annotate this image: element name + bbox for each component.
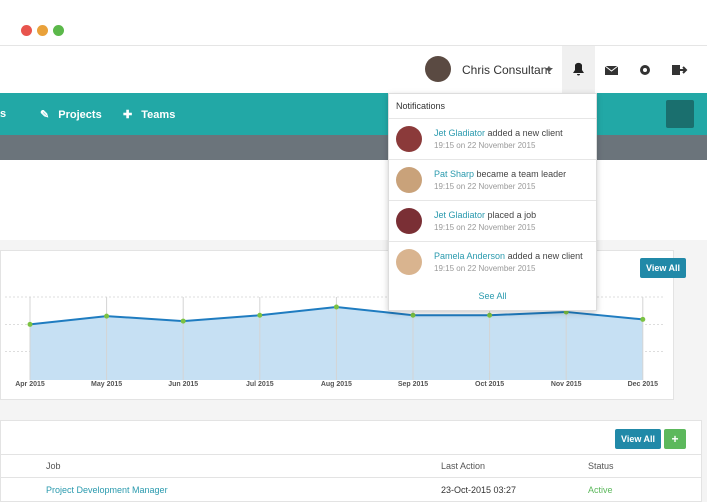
window-titlebar [0, 0, 707, 45]
notification-time: 19:15 on 22 November 2015 [434, 182, 536, 191]
x-tick-label: Aug 2015 [321, 381, 352, 388]
status: Active [588, 485, 613, 495]
nav-item[interactable]: ✚ Teams [123, 109, 176, 121]
actor[interactable]: Pamela Anderson [434, 251, 506, 261]
point [104, 313, 110, 319]
user-avatar[interactable] [425, 56, 451, 82]
avatar [396, 249, 422, 275]
point [640, 316, 646, 322]
x-tick-label: Nov 2015 [551, 381, 582, 388]
actor[interactable]: Jet Gladiator [434, 128, 486, 138]
x-tick-label: Sep 2015 [398, 381, 428, 388]
action: placed a job [487, 210, 537, 220]
point [410, 312, 416, 318]
notification-time: 19:15 on 22 November 2015 [434, 264, 536, 273]
job-link[interactable]: Project Development Manager [46, 485, 168, 495]
point [487, 312, 493, 318]
bell-icon [573, 62, 584, 76]
notification[interactable]: Jet Gladiator placed a job 19:15 on 22 N… [389, 200, 596, 242]
toolbar-icons[interactable] [600, 61, 700, 81]
user-name[interactable]: Chris Consultant [462, 63, 551, 77]
point [180, 318, 186, 324]
close-dot[interactable] [21, 25, 32, 36]
x-tick-label: May 2015 [91, 381, 122, 388]
point [257, 312, 263, 318]
add-button[interactable]: + [664, 429, 686, 449]
notification[interactable]: Pat Sharp became a team leader 19:15 on … [389, 159, 596, 201]
dropdown-title: Notifications [396, 101, 446, 111]
tag-button[interactable] [666, 100, 694, 128]
column-header: Job [46, 461, 61, 471]
notification[interactable]: Pamela Anderson added a new client 19:15… [389, 241, 596, 283]
actor[interactable]: Pat Sharp [434, 169, 475, 179]
avatar [396, 126, 422, 152]
view-all-button[interactable]: View All [640, 258, 686, 278]
x-tick-label: Apr 2015 [15, 381, 45, 388]
x-tick-label: Oct 2015 [475, 381, 504, 388]
notification-text: Jet Gladiator placed a job [434, 210, 536, 220]
notification-time: 19:15 on 22 November 2015 [434, 141, 536, 150]
avatar [396, 167, 422, 193]
maximize-dot[interactable] [53, 25, 64, 36]
bell-button[interactable] [562, 46, 595, 94]
notifications-dropdown: Notifications See All Jet Gladiator adde… [388, 93, 597, 311]
point [333, 304, 339, 310]
actor[interactable]: Jet Gladiator [434, 210, 486, 220]
nav-label: Teams [141, 109, 176, 121]
action: added a new client [487, 128, 563, 138]
point [27, 321, 33, 327]
column-header: Last Action [441, 461, 486, 471]
x-tick-label: Dec 2015 [628, 381, 658, 388]
notification-text: Jet Gladiator added a new client [434, 128, 563, 138]
notification[interactable]: Jet Gladiator added a new client 19:15 o… [389, 118, 596, 160]
nav-item[interactable]: s [0, 108, 7, 120]
see-all-link[interactable]: See All [478, 291, 507, 301]
caret [545, 68, 553, 76]
view-all-button[interactable]: View All [615, 429, 661, 449]
notification-time: 19:15 on 22 November 2015 [434, 223, 536, 232]
table-header: Job Last Action Status [1, 454, 701, 478]
action: became a team leader [476, 169, 567, 179]
avatar [396, 208, 422, 234]
nav-label: Projects [58, 109, 102, 121]
nav-item[interactable]: ✎ Projects [40, 109, 102, 121]
x-tick-label: Jul 2015 [246, 381, 274, 388]
top-bar: Chris Consultant [0, 45, 707, 94]
action: added a new client [507, 251, 583, 261]
minimize-dot[interactable] [37, 25, 48, 36]
cell: 23-Oct-2015 03:27 [441, 485, 517, 495]
column-header: Status [588, 461, 614, 471]
notification-text: Pat Sharp became a team leader [434, 169, 566, 179]
table-panel: View All + Job Last Action Status Projec… [0, 420, 702, 502]
notification-text: Pamela Anderson added a new client [434, 251, 583, 261]
x-tick-label: Jun 2015 [168, 381, 198, 388]
